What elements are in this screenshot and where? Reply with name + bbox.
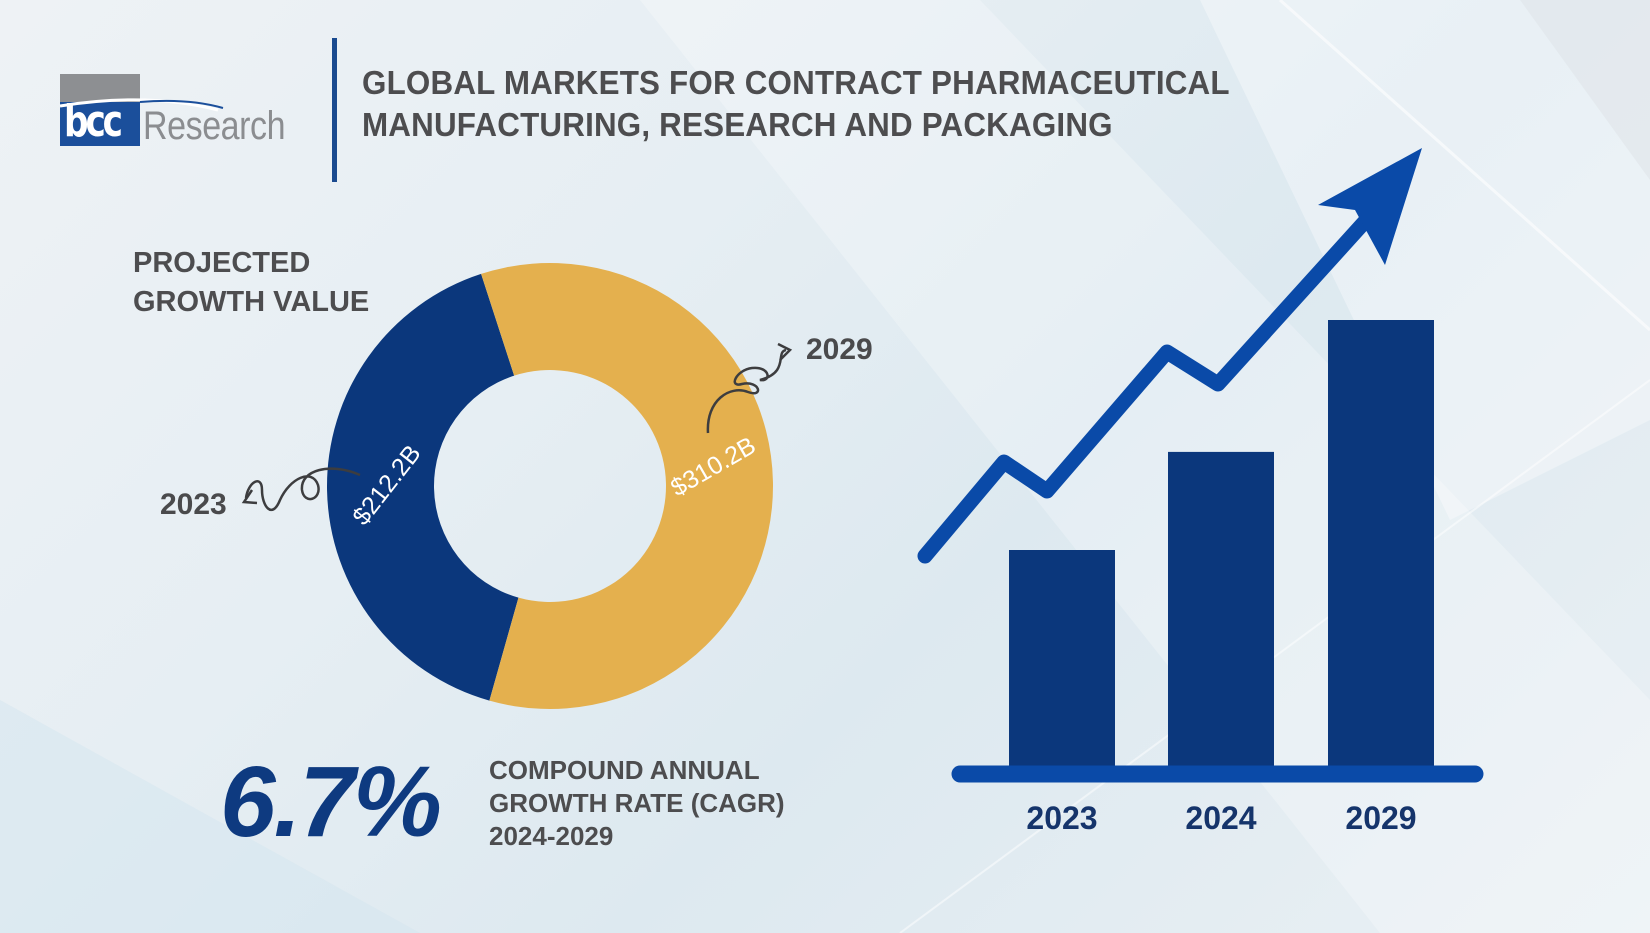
logo-research-text: Research	[143, 104, 286, 148]
curly-arrow-2023-icon	[244, 467, 361, 512]
cagr-label-line-2: GROWTH RATE (CAGR)	[489, 788, 785, 818]
donut-heading-line-1: PROJECTED	[133, 247, 311, 279]
cagr-label-line-3: 2024-2029	[489, 821, 614, 851]
bar-chart	[917, 148, 1484, 783]
header-divider	[332, 38, 337, 182]
donut-slice-2029	[481, 263, 773, 709]
logo-blue-block	[60, 102, 140, 146]
cagr-value: 6.7%	[220, 746, 442, 858]
title-line-2: MANUFACTURING, RESEARCH AND PACKAGING	[362, 106, 1113, 143]
trend-arrow-head-icon	[1318, 148, 1422, 265]
logo-swoosh-icon	[59, 98, 224, 112]
bar-label-2029: 2029	[1345, 800, 1417, 836]
bar-2024	[1168, 451, 1274, 774]
donut-heading-line-2: GROWTH VALUE	[133, 286, 370, 318]
curly-arrow-2023-head-icon	[241, 489, 258, 505]
bcc-research-logo: bcc Research	[58, 74, 298, 154]
logo-bcc-text: bcc	[64, 96, 123, 147]
callout-2029: 2029	[806, 333, 873, 366]
donut-chart: $212.2B $310.2B	[326, 263, 773, 709]
donut-heading: PROJECTED GROWTH VALUE	[133, 244, 369, 322]
title-line-1: GLOBAL MARKETS FOR CONTRACT PHARMACEUTIC…	[362, 64, 1230, 101]
logo-grey-block	[60, 74, 140, 102]
curly-arrow-2029-icon	[706, 348, 787, 434]
trend-arrow-line	[917, 188, 1396, 564]
bar-label-2024: 2024	[1185, 800, 1257, 836]
donut-slice-2023	[326, 273, 519, 701]
cagr-label-line-1: COMPOUND ANNUAL	[489, 755, 760, 785]
bar-2023	[1009, 550, 1115, 774]
curly-arrow-2029-head-icon	[777, 342, 793, 361]
bar-label-2023: 2023	[1026, 800, 1098, 836]
callout-2023: 2023	[160, 488, 227, 521]
cagr-label: COMPOUND ANNUAL GROWTH RATE (CAGR) 2024-…	[489, 754, 785, 853]
bar-2029	[1328, 320, 1434, 774]
page-title: GLOBAL MARKETS FOR CONTRACT PHARMACEUTIC…	[362, 62, 1230, 146]
